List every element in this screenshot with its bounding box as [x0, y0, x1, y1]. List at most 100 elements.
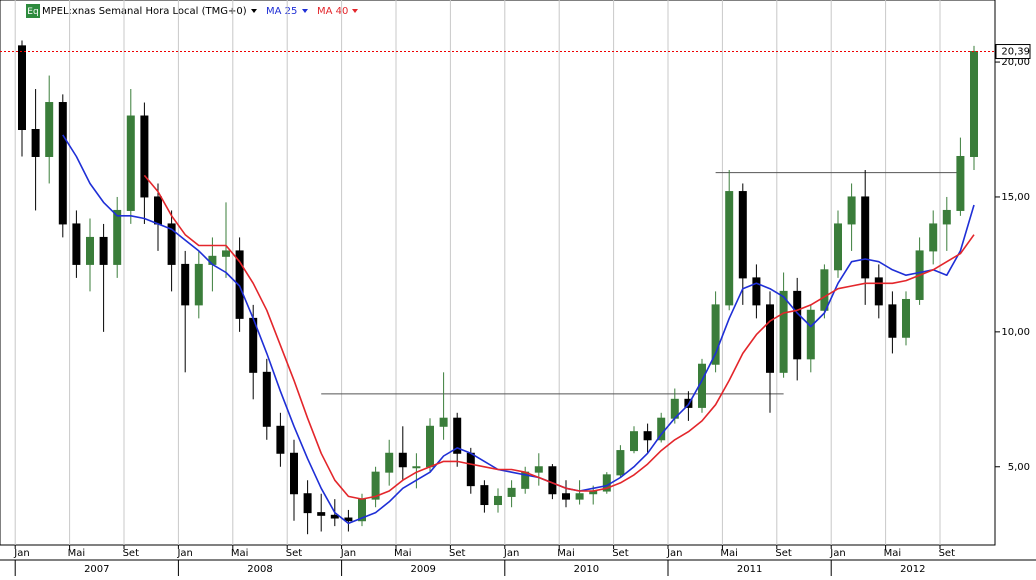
x-tick-label: Jan	[503, 548, 519, 559]
candle-body	[711, 304, 720, 365]
plot	[14, 0, 978, 545]
candle-body	[929, 223, 938, 252]
y-tick-label: 20,00	[1001, 57, 1030, 68]
badge: Eq	[27, 7, 38, 17]
candle-body	[58, 102, 67, 225]
x-tick-label: Mai	[720, 548, 738, 559]
candle-body	[412, 466, 421, 469]
x-tick-label: Set	[612, 548, 629, 559]
ma-line	[143, 174, 975, 500]
ma-line	[62, 134, 975, 525]
candle-body	[208, 255, 217, 265]
x-tick-label: Mai	[557, 548, 575, 559]
y-tick-label: 10,00	[1001, 327, 1030, 338]
badge-bg	[26, 4, 40, 18]
candle-body	[970, 51, 978, 157]
candle-body	[507, 487, 516, 497]
y-tick-label: 5,00	[1008, 462, 1030, 473]
candle-body	[956, 155, 965, 211]
year-label: 2007	[84, 564, 109, 575]
x-tick-label: Jan	[340, 548, 356, 559]
candle-body	[194, 263, 203, 306]
candle-body	[426, 425, 434, 468]
candle-body	[86, 236, 94, 265]
candle-body	[262, 371, 271, 427]
legend-entry[interactable]: MA 25	[266, 6, 297, 17]
candle-body	[494, 495, 502, 506]
candle-body	[902, 298, 910, 338]
candle-body	[793, 290, 802, 360]
candle-body	[453, 417, 462, 454]
x-tick-label: Set	[449, 548, 466, 559]
x-tick-label: Jan	[176, 548, 192, 559]
candle-body	[72, 223, 81, 265]
x-tick-label: Mai	[394, 548, 412, 559]
candle-body	[466, 452, 475, 487]
year-label: 2012	[900, 564, 925, 575]
year-label: 2011	[737, 564, 762, 575]
candle-body	[616, 450, 625, 476]
candle-body	[45, 102, 54, 157]
candle-body	[18, 45, 26, 131]
x-tick-label: Set	[123, 548, 140, 559]
dropdown[interactable]	[251, 9, 257, 13]
candle-body	[847, 196, 856, 225]
candle-body	[167, 223, 176, 265]
candle-body	[643, 431, 652, 441]
x-tick-label: Mai	[231, 548, 249, 559]
chart-title: MPEL:xnas Semanal Hora Local (TMG+0)	[42, 6, 247, 17]
x-tick-label: Jan	[829, 548, 845, 559]
candle-body	[806, 309, 815, 360]
candle-body	[630, 431, 638, 452]
candle-body	[385, 452, 394, 473]
candle-body	[126, 115, 135, 211]
legend-entry[interactable]: MA 40	[317, 6, 348, 17]
candle-body	[330, 514, 339, 519]
candle-body	[317, 512, 326, 516]
candle-body	[439, 417, 448, 427]
y-tick-label: 15,00	[1001, 192, 1030, 203]
candle-body	[113, 209, 122, 265]
candle-body	[562, 493, 570, 500]
candle-body	[834, 223, 842, 271]
candle-body	[140, 115, 149, 198]
x-tick-label: Jan	[13, 548, 29, 559]
candle-body	[534, 466, 543, 473]
candle-body	[222, 250, 230, 257]
x-tick-label: Jan	[666, 548, 682, 559]
year-label: 2009	[410, 564, 435, 575]
candle-body	[480, 485, 489, 506]
candle-body	[752, 277, 761, 306]
candle-body	[779, 290, 788, 373]
candle-body	[888, 304, 897, 338]
x-tick-label: Set	[286, 548, 303, 559]
candle-body	[303, 493, 312, 514]
plot-area	[0, 0, 996, 546]
candle-body	[99, 236, 108, 265]
candle-body	[154, 196, 162, 225]
candle-body	[942, 209, 951, 225]
candle-body	[874, 277, 883, 306]
candle-body	[766, 304, 774, 373]
dropdown[interactable]	[352, 9, 358, 13]
candle-body	[371, 471, 380, 500]
candle-body	[276, 425, 285, 454]
x-tick-label: Set	[775, 548, 792, 559]
candle-body	[575, 493, 584, 500]
candle-body	[820, 269, 829, 311]
year-label: 2008	[247, 564, 272, 575]
year-label: 2010	[574, 564, 599, 575]
candle-body	[738, 191, 747, 279]
candle-body	[181, 263, 190, 306]
dropdown[interactable]	[302, 9, 308, 13]
last-price-label: 20,39	[1001, 47, 1030, 58]
candle-body	[398, 452, 407, 468]
candle-body	[725, 191, 734, 306]
candle-body	[290, 452, 298, 495]
x-tick-label: Set	[939, 548, 956, 559]
candle-body	[31, 129, 40, 157]
candle-body	[344, 517, 353, 522]
candle-body	[657, 417, 666, 441]
candle-body	[235, 250, 244, 319]
